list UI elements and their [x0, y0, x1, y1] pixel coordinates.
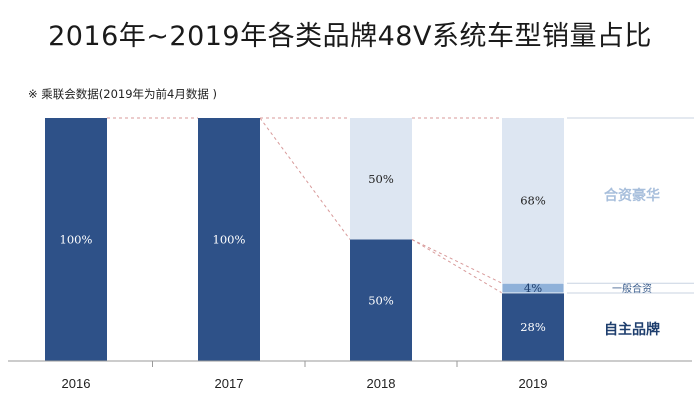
bar-2019-series-0 — [502, 292, 564, 361]
x-tick-2017: 2017 — [215, 376, 244, 391]
data-label-2019-series-1: 4% — [524, 281, 542, 295]
x-axis-ticks: 2016 2017 2018 2019 — [62, 361, 548, 391]
x-tick-2016: 2016 — [62, 376, 91, 391]
bar-2018-series-0 — [350, 239, 412, 361]
source-note: ※ 乘联会数据(2019年为前4月数据 ) — [28, 87, 218, 101]
connector-line — [411, 239, 503, 284]
bar-2016-series-0 — [45, 118, 107, 361]
data-label-2017-series-0: 100% — [213, 233, 246, 247]
x-tick-2019: 2019 — [519, 376, 548, 391]
connector-line — [411, 239, 503, 294]
data-label-2019-series-0: 28% — [520, 320, 546, 334]
connector-line — [259, 117, 351, 240]
x-tick-2018: 2018 — [367, 376, 396, 391]
bar-2018-series-2 — [350, 118, 412, 240]
legend-luxury-jv: 合资豪华 — [604, 187, 660, 204]
chart-title: 2016年~2019年各类品牌48V系统车型销量占比 — [48, 21, 652, 52]
bar-2019-series-2 — [502, 118, 564, 284]
data-label-2016-series-0: 100% — [60, 233, 93, 247]
legend-domestic: 自主品牌 — [604, 321, 660, 338]
bars: 100% 100% 50% 50% 28% 4% 68% — [45, 118, 565, 361]
data-label-2018-series-0: 50% — [368, 293, 394, 307]
legend-general-jv: 一般合资 — [612, 282, 652, 295]
bar-2017-series-0 — [198, 118, 260, 361]
data-label-2019-series-2: 68% — [520, 194, 546, 208]
data-label-2018-series-2: 50% — [368, 172, 394, 186]
connector-lines — [107, 117, 503, 294]
